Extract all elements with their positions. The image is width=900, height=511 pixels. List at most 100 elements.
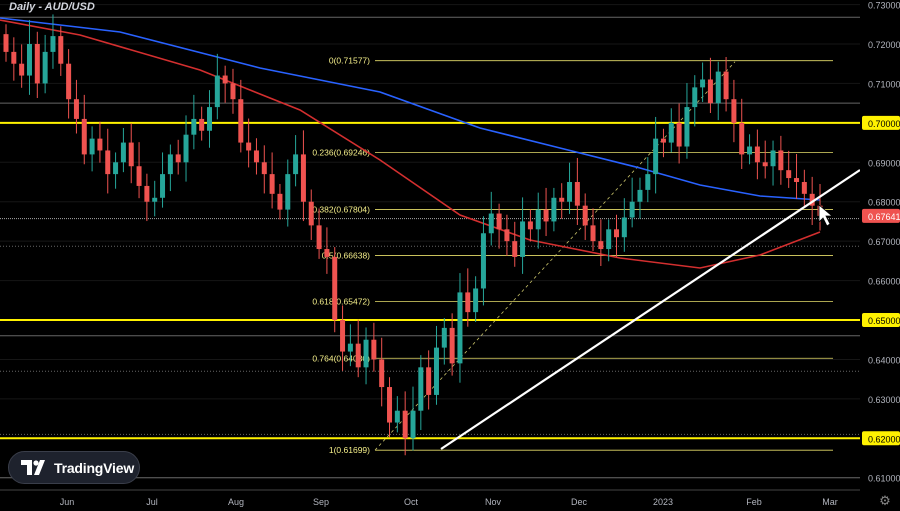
candle-body	[152, 197, 158, 202]
candle-body	[520, 221, 526, 257]
candle-body	[692, 87, 698, 108]
candle-body	[590, 225, 596, 242]
level-tag	[862, 431, 900, 446]
last-price-label: 0.67641	[868, 212, 900, 222]
cursor-arrow-icon	[818, 204, 834, 227]
candle-body	[42, 51, 48, 84]
candle-body	[207, 107, 212, 131]
x-tick-label: Sep	[313, 497, 329, 507]
candle-body	[441, 327, 447, 348]
candle-body	[308, 201, 314, 226]
candle-body	[606, 229, 612, 250]
y-tick-label: 0.64000	[868, 355, 900, 365]
candle-body	[621, 217, 627, 238]
candle-body	[543, 209, 549, 222]
candle-body	[488, 213, 494, 234]
candle-body	[433, 347, 439, 395]
candle-body	[574, 182, 580, 206]
candle-body	[567, 182, 573, 202]
y-axis: 0.73000 0.72000 0.71000 0.70000 0.69000 0.680…	[860, 0, 900, 511]
x-axis: Jun Jul Aug Sep Oct Nov Dec 2023 Feb Mar	[0, 489, 860, 507]
candle-body	[269, 174, 275, 194]
candle-body	[457, 292, 463, 364]
candle-body	[253, 150, 259, 163]
candle-body	[582, 205, 588, 226]
tradingview-mark-icon	[21, 460, 49, 475]
fib-label: 0.618(0.65472)	[312, 296, 370, 306]
candle-body	[645, 174, 651, 190]
candle-body	[277, 193, 283, 210]
candle-body	[347, 343, 353, 352]
candle-body	[175, 154, 181, 163]
candle-body	[786, 170, 792, 179]
y-tick-label: 0.68000	[868, 198, 900, 208]
candle-body	[120, 142, 126, 163]
candle-body	[136, 166, 142, 186]
x-tick-label: Oct	[404, 497, 419, 507]
candle-body	[747, 146, 753, 155]
candle-body	[754, 146, 760, 163]
candle-body	[394, 410, 400, 423]
candle-body	[355, 343, 361, 368]
candle-body	[58, 36, 64, 64]
candle-body	[246, 142, 252, 151]
level-tag-label: 0.62000	[868, 434, 900, 444]
candle-body	[778, 150, 784, 171]
tradingview-logo[interactable]: TradingView	[8, 451, 140, 484]
cursor-icon	[818, 204, 834, 227]
x-tick-label: 2023	[653, 497, 673, 507]
candle-body	[629, 201, 635, 218]
candle-body	[668, 122, 674, 143]
candle-body	[794, 178, 800, 183]
candle-body	[707, 79, 713, 104]
candle-body	[426, 367, 432, 395]
x-tick-label: Jun	[60, 497, 75, 507]
fib-label: 1(0.61699)	[329, 445, 370, 455]
candle-body	[285, 174, 291, 210]
x-tick-label: Mar	[822, 497, 838, 507]
x-tick-label: Jul	[146, 497, 158, 507]
candle-body	[653, 138, 659, 175]
y-tick-label: 0.69000	[868, 158, 900, 168]
candle-body	[527, 221, 533, 230]
y-tick-label: 0.66000	[868, 277, 900, 287]
candle-body	[379, 359, 385, 388]
candle-body	[535, 209, 541, 230]
x-tick-label: Aug	[228, 497, 244, 507]
fib-label: 0(0.71577)	[329, 56, 370, 66]
candle-body	[324, 249, 330, 257]
fib-label: 0.764(0.64030)	[312, 353, 370, 363]
candle-body	[128, 142, 134, 167]
y-tick-label: 0.71000	[868, 79, 900, 89]
candle-body	[371, 339, 377, 360]
candle-body	[214, 75, 220, 108]
candle-body	[3, 34, 9, 52]
trendline-line	[440, 169, 861, 450]
candle-body	[715, 71, 721, 104]
candle-body	[504, 229, 510, 242]
candle-body	[230, 83, 236, 100]
candle-body	[480, 233, 486, 289]
y-tick-label: 0.63000	[868, 395, 900, 405]
candle-body	[637, 189, 643, 202]
candle-body	[739, 122, 745, 155]
candle-body	[551, 197, 557, 222]
candle-body	[316, 225, 322, 250]
level-tag	[862, 115, 900, 130]
candle-body	[183, 134, 189, 163]
candle-body	[684, 107, 690, 147]
candle-body	[238, 99, 244, 143]
candle-body	[105, 150, 111, 175]
y-tick-label: 0.67000	[868, 237, 900, 247]
candle-body	[496, 213, 502, 230]
chart-title: Daily - AUD/USD	[9, 1, 95, 13]
candle-body	[465, 292, 471, 313]
candle-body	[167, 154, 173, 175]
candle-body	[559, 197, 565, 202]
candle-body	[19, 63, 25, 76]
candle-body	[512, 241, 518, 257]
candle-body	[387, 387, 393, 423]
candle-body	[598, 241, 604, 250]
fib-label: 0.5(0.66638)	[322, 250, 370, 260]
gear-icon[interactable]: ⚙	[879, 494, 891, 509]
